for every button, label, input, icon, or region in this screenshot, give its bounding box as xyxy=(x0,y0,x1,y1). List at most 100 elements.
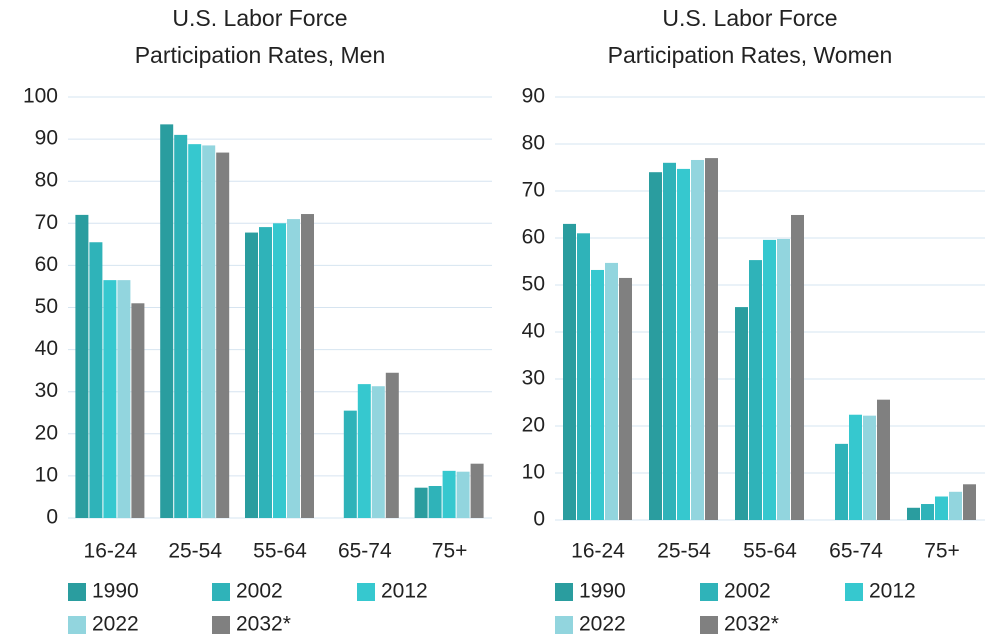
legend-swatch xyxy=(555,616,573,634)
bar xyxy=(907,507,920,520)
bar xyxy=(849,414,862,520)
y-tick-label: 60 xyxy=(35,253,58,276)
x-tick-label: 16-24 xyxy=(571,540,625,563)
y-tick-label: 40 xyxy=(35,337,58,360)
legend-label: 2002 xyxy=(236,580,283,603)
x-tick-label: 75+ xyxy=(432,540,468,563)
bar xyxy=(963,484,976,520)
legend-label: 2012 xyxy=(381,580,428,603)
bar xyxy=(456,471,470,518)
bar xyxy=(749,260,762,520)
bar xyxy=(301,214,314,518)
legend-swatch xyxy=(212,616,230,634)
bar xyxy=(677,168,690,520)
bar xyxy=(935,496,948,520)
bar xyxy=(245,232,258,518)
y-tick-label: 0 xyxy=(46,506,58,529)
legend-label: 2022 xyxy=(92,613,139,636)
x-tick-label: 25-54 xyxy=(168,540,222,563)
bar xyxy=(835,443,848,520)
y-tick-label: 80 xyxy=(35,169,58,192)
legend-swatch xyxy=(357,583,375,601)
chart-title: U.S. Labor Force xyxy=(172,5,347,31)
y-tick-label: 70 xyxy=(35,211,58,234)
bar xyxy=(371,386,385,518)
chart-title: Participation Rates, Men xyxy=(135,42,386,68)
bar xyxy=(343,410,357,518)
bar xyxy=(777,238,790,520)
bar xyxy=(103,280,117,518)
legend-swatch xyxy=(555,583,573,601)
x-tick-label: 65-74 xyxy=(338,540,392,563)
legend-label: 1990 xyxy=(92,580,139,603)
y-tick-label: 90 xyxy=(522,85,545,108)
bar xyxy=(428,486,442,518)
x-tick-label: 65-74 xyxy=(829,540,883,563)
bar xyxy=(131,303,145,518)
bar xyxy=(89,242,103,518)
y-tick-label: 50 xyxy=(35,295,58,318)
bar xyxy=(202,145,216,519)
bar xyxy=(160,124,174,519)
bar xyxy=(735,307,748,520)
chart-title: Participation Rates, Women xyxy=(608,42,893,68)
bar xyxy=(877,399,890,520)
legend-swatch xyxy=(212,583,230,601)
legend-swatch xyxy=(845,583,863,601)
y-tick-label: 10 xyxy=(35,463,58,486)
bar xyxy=(273,223,286,519)
y-tick-label: 70 xyxy=(522,179,545,202)
bar xyxy=(117,280,131,518)
bar xyxy=(921,504,934,520)
bar xyxy=(649,172,662,520)
bar xyxy=(763,239,776,520)
bar xyxy=(414,487,428,518)
bar xyxy=(605,262,618,520)
bar xyxy=(287,219,300,518)
bar xyxy=(470,463,484,518)
bar xyxy=(357,384,371,518)
bar xyxy=(259,227,272,519)
bar xyxy=(949,491,962,520)
bar xyxy=(442,470,456,518)
y-tick-label: 30 xyxy=(35,379,58,402)
y-tick-label: 20 xyxy=(35,421,58,444)
bar xyxy=(188,144,202,519)
y-tick-label: 10 xyxy=(522,461,545,484)
y-tick-label: 20 xyxy=(522,414,545,437)
bar xyxy=(691,159,704,521)
legend-label: 2032* xyxy=(724,613,779,636)
bar xyxy=(563,223,576,520)
bar xyxy=(174,134,188,518)
bar xyxy=(75,214,89,518)
bar xyxy=(619,277,632,520)
legend-swatch xyxy=(700,583,718,601)
y-tick-label: 60 xyxy=(522,226,545,249)
legend-label: 1990 xyxy=(579,580,626,603)
y-tick-label: 90 xyxy=(35,127,58,150)
y-tick-label: 80 xyxy=(522,132,545,155)
y-tick-label: 0 xyxy=(533,508,545,531)
y-tick-label: 50 xyxy=(522,273,545,296)
bar xyxy=(863,415,876,520)
x-tick-label: 75+ xyxy=(924,540,960,563)
chart-title: U.S. Labor Force xyxy=(662,5,837,31)
y-tick-label: 100 xyxy=(23,85,58,108)
legend-label: 2022 xyxy=(579,613,626,636)
bar xyxy=(591,269,604,520)
bar xyxy=(663,162,676,521)
y-tick-label: 30 xyxy=(522,367,545,390)
bar xyxy=(791,214,804,520)
x-tick-label: 16-24 xyxy=(84,540,138,563)
legend-swatch xyxy=(68,616,86,634)
bar xyxy=(385,372,399,518)
legend-swatch xyxy=(700,616,718,634)
legend-label: 2032* xyxy=(236,613,291,636)
bar xyxy=(577,233,590,521)
x-tick-label: 25-54 xyxy=(657,540,711,563)
legend-swatch xyxy=(68,583,86,601)
x-tick-label: 55-64 xyxy=(743,540,797,563)
legend-label: 2002 xyxy=(724,580,771,603)
bar xyxy=(705,158,718,520)
